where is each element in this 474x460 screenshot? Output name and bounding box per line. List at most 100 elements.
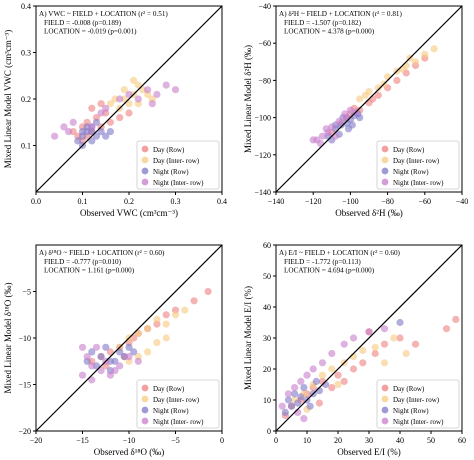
data-point-4-8 bbox=[78, 371, 87, 379]
data-point-3-2 bbox=[97, 353, 105, 361]
data-point-4-2 bbox=[318, 132, 327, 140]
y-tick-label: −100 bbox=[254, 114, 271, 123]
data-point-4-7 bbox=[318, 359, 327, 367]
y-tick-label: −80 bbox=[258, 76, 271, 85]
y-tick-label: 60 bbox=[263, 241, 271, 250]
data-point-3-14 bbox=[78, 128, 87, 136]
x-tick-label: −100 bbox=[342, 197, 359, 206]
data-point-4-7 bbox=[125, 353, 133, 361]
data-point-4-9 bbox=[340, 340, 348, 348]
data-point-4-5 bbox=[116, 95, 124, 103]
data-point-3-7 bbox=[102, 343, 110, 351]
data-point-4-5 bbox=[106, 371, 114, 379]
data-point-3-7 bbox=[97, 128, 105, 136]
data-point-2-11 bbox=[402, 349, 410, 358]
data-point-2-3 bbox=[134, 329, 142, 337]
data-point-4-10 bbox=[349, 334, 358, 342]
panel-stat: LOCATION = 4.694 (p=0.000) bbox=[284, 267, 375, 275]
panel-stat: LOCATION = -0.019 (p=0.001) bbox=[44, 28, 137, 36]
data-point-1-9 bbox=[349, 365, 358, 373]
data-point-1-8 bbox=[393, 76, 401, 84]
y-tick-label: 0.4 bbox=[21, 2, 31, 11]
legend-marker bbox=[141, 406, 149, 414]
y-tick-label: 10 bbox=[263, 396, 271, 405]
data-point-2-9 bbox=[430, 45, 438, 53]
data-point-1-14 bbox=[369, 95, 377, 103]
data-point-3-2 bbox=[287, 402, 296, 410]
panel-stat: FIELD = -1.507 (p=0.182) bbox=[284, 19, 362, 27]
data-point-4-3 bbox=[69, 118, 77, 126]
data-point-4-3 bbox=[88, 362, 96, 370]
legend-marker bbox=[381, 156, 389, 164]
y-tick-label: 50 bbox=[263, 272, 271, 281]
data-point-1-13 bbox=[97, 100, 105, 108]
x-tick-label: 20 bbox=[334, 436, 342, 445]
panel-title: A) VWC ~ FIELD + LOCATION (r² = 0.51) bbox=[39, 10, 168, 18]
y-tick-label: −140 bbox=[254, 188, 271, 197]
y-axis-label: Mixed Linear Model VWC (cm³cm⁻³) bbox=[3, 30, 13, 168]
data-point-4-11 bbox=[88, 123, 96, 131]
legend-label: Day (Inter- row) bbox=[153, 157, 200, 165]
data-point-3-8 bbox=[111, 357, 119, 365]
x-tick-label: 10 bbox=[303, 436, 311, 445]
y-tick-label: 0.2 bbox=[21, 95, 31, 104]
y-axis-label: Mixed Linear Model E/I (%) bbox=[243, 286, 253, 390]
data-point-1-11 bbox=[371, 349, 379, 358]
y-tick-label: 40 bbox=[263, 303, 271, 312]
data-point-2-3 bbox=[374, 84, 382, 92]
one-to-one-line bbox=[35, 5, 223, 193]
legend-label: Day (Inter- row) bbox=[393, 396, 440, 404]
data-point-4-11 bbox=[365, 328, 373, 336]
data-point-3-1 bbox=[281, 408, 289, 416]
data-point-4-6 bbox=[116, 362, 124, 370]
data-point-2-5 bbox=[125, 100, 133, 108]
data-point-1-7 bbox=[334, 371, 342, 379]
data-point-4-8 bbox=[153, 90, 161, 98]
data-point-1-8 bbox=[106, 118, 114, 126]
data-point-2-4 bbox=[134, 81, 142, 89]
legend: Day (Row) Day (Inter- row) Night (Row) Nigh… bbox=[376, 379, 460, 429]
data-point-1-14 bbox=[411, 340, 420, 348]
legend-marker bbox=[381, 145, 389, 153]
data-point-1-6 bbox=[374, 91, 382, 99]
legend-label: Night (Inter- row) bbox=[393, 179, 444, 187]
chart-panel-2: −140 −120 −100 −80 −60 −40 −140 −120 −100 −80 −60 −… bbox=[243, 2, 468, 218]
legend-label: Day (Row) bbox=[153, 146, 185, 154]
x-tick-label: −120 bbox=[305, 197, 322, 206]
legend-marker bbox=[141, 145, 149, 153]
x-tick-label: −20 bbox=[30, 436, 43, 445]
panel-stat: LOCATION = 1.161 (p=0.000) bbox=[44, 267, 135, 275]
x-tick-label: 60 bbox=[458, 436, 466, 445]
data-point-1-10 bbox=[359, 359, 367, 367]
legend-label: Night (Inter- row) bbox=[153, 179, 204, 187]
x-tick-label: 30 bbox=[365, 436, 373, 445]
legend-box bbox=[376, 379, 460, 429]
legend-marker bbox=[141, 156, 149, 164]
panel-stat: FIELD = -1.772 (p=0.113) bbox=[284, 258, 361, 266]
data-point-4-13 bbox=[65, 128, 73, 136]
data-point-4-10 bbox=[171, 86, 180, 94]
data-point-3-10 bbox=[102, 132, 110, 140]
x-tick-label: −60 bbox=[419, 197, 432, 206]
data-point-3-6 bbox=[88, 137, 96, 145]
data-point-3-13 bbox=[284, 396, 292, 404]
data-point-3-4 bbox=[297, 393, 305, 401]
data-point-3-10 bbox=[300, 384, 308, 392]
data-point-4-2 bbox=[60, 123, 68, 131]
y-tick-label: −5 bbox=[22, 288, 31, 297]
data-point-3-4 bbox=[92, 132, 101, 140]
data-point-3-10 bbox=[130, 348, 138, 356]
data-point-2-7 bbox=[411, 58, 420, 66]
x-tick-label: −15 bbox=[76, 436, 89, 445]
data-point-1-10 bbox=[88, 104, 96, 112]
legend-marker bbox=[381, 406, 389, 414]
x-tick-label: 0.4 bbox=[217, 197, 227, 206]
data-point-2-12 bbox=[334, 380, 342, 389]
data-point-4-8 bbox=[328, 349, 336, 358]
data-point-2-6 bbox=[162, 320, 170, 328]
data-point-2-10 bbox=[390, 334, 398, 342]
data-point-4-14 bbox=[134, 95, 142, 103]
data-point-4-4 bbox=[97, 367, 105, 375]
data-point-4-4 bbox=[297, 377, 305, 385]
